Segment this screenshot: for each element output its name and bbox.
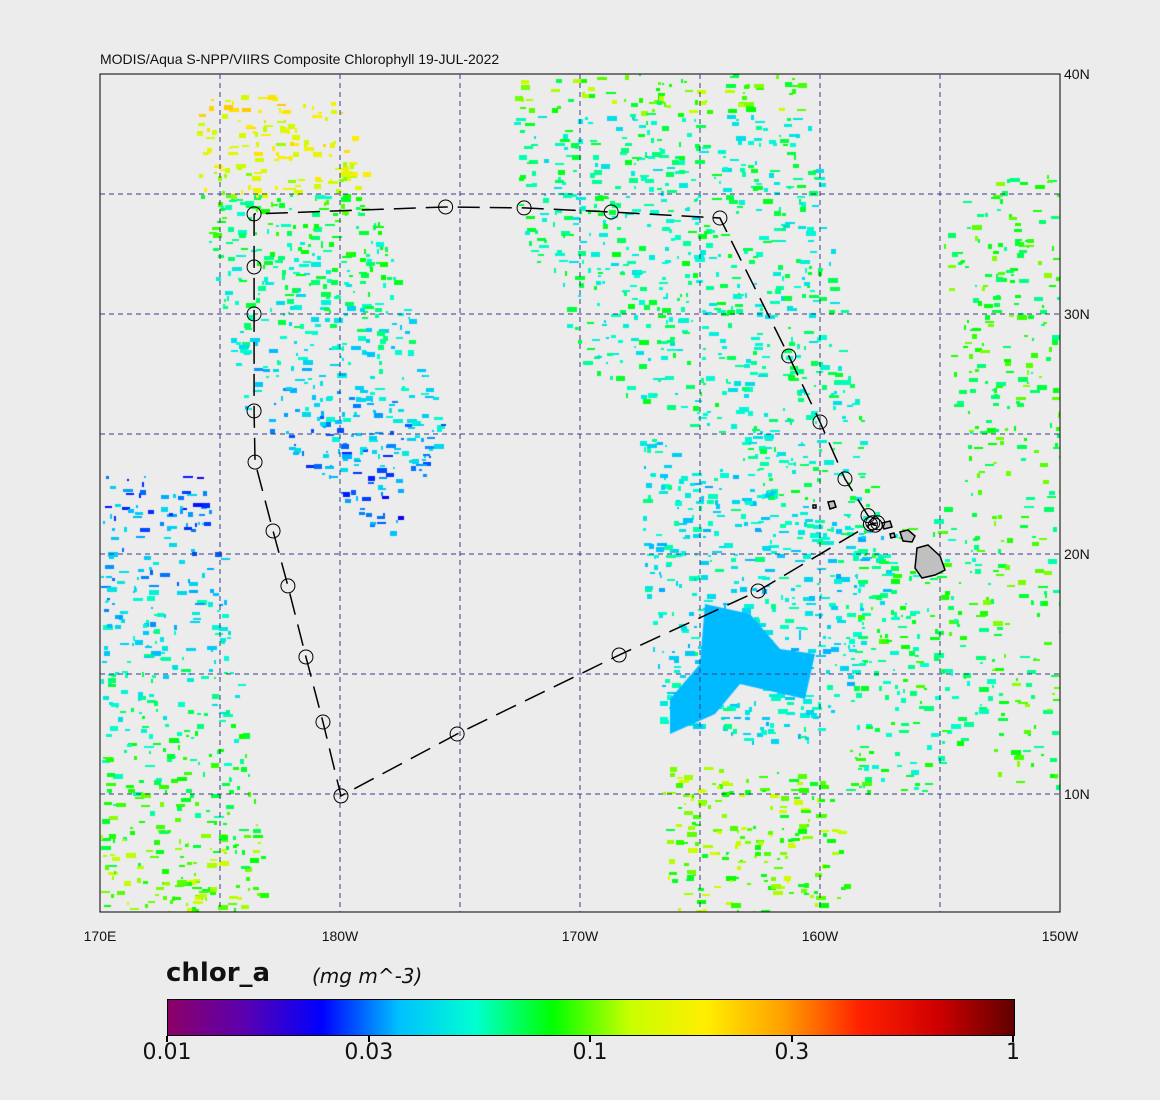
station-marker: [246, 259, 262, 275]
colorbar-units: (mg m^-3): [312, 964, 423, 988]
station-marker: [246, 306, 262, 322]
latitude-label: 30N: [1064, 306, 1090, 322]
station-marker: [247, 454, 263, 470]
island: [914, 544, 946, 579]
colorbar-tick: [1012, 1036, 1014, 1042]
station-marker: [333, 788, 349, 804]
station-marker: [837, 471, 853, 487]
station-marker: [862, 516, 878, 532]
station-marker: [870, 515, 886, 531]
colorbar-tick: [166, 1036, 168, 1042]
longitude-label: 180W: [322, 928, 359, 944]
station-marker: [603, 204, 619, 220]
colorbar-tick-label: 0.1: [572, 1040, 608, 1065]
longitude-label: 150W: [1042, 928, 1079, 944]
station-marker: [438, 199, 454, 215]
station-marker: [865, 515, 881, 531]
station-marker: [246, 206, 262, 222]
colorbar-tick-label: 1: [1006, 1040, 1020, 1065]
latitude-label: 20N: [1064, 546, 1090, 562]
station-marker: [516, 200, 532, 216]
station-marker: [315, 714, 331, 730]
colorbar-tick-label: 0.03: [344, 1040, 394, 1065]
colorbar-tick: [367, 1036, 370, 1042]
latitude-label: 10N: [1064, 786, 1090, 802]
island: [899, 529, 916, 543]
colorbar-tick-label: 0.01: [142, 1040, 192, 1065]
colorbar-tick: [589, 1036, 591, 1042]
station-marker: [781, 348, 797, 364]
station-marker: [265, 523, 281, 539]
station-marker: [867, 517, 883, 533]
station-marker: [280, 578, 296, 594]
island: [827, 500, 837, 510]
longitude-label: 160W: [802, 928, 839, 944]
station-marker: [812, 414, 828, 430]
station-marker: [750, 583, 766, 599]
island: [881, 520, 893, 530]
colorbar-tick: [790, 1036, 793, 1042]
cruise-track-line: [253, 206, 880, 798]
station-marker: [712, 210, 728, 226]
island: [889, 532, 896, 539]
island: [812, 504, 817, 509]
longitude-label: 170W: [562, 928, 599, 944]
station-marker: [860, 508, 876, 524]
map-title: MODIS/Aqua S-NPP/VIIRS Composite Chlorop…: [100, 51, 500, 67]
station-marker: [246, 403, 262, 419]
colorbar-tick-label: 0.3: [774, 1040, 810, 1065]
station-marker: [298, 649, 314, 665]
colorbar: [167, 999, 1015, 1036]
longitude-label: 170E: [84, 928, 117, 944]
latitude-label: 40N: [1064, 66, 1090, 82]
station-marker: [449, 726, 465, 742]
station-marker: [611, 647, 627, 663]
colorbar-variable-name: chlor_a: [166, 958, 271, 988]
